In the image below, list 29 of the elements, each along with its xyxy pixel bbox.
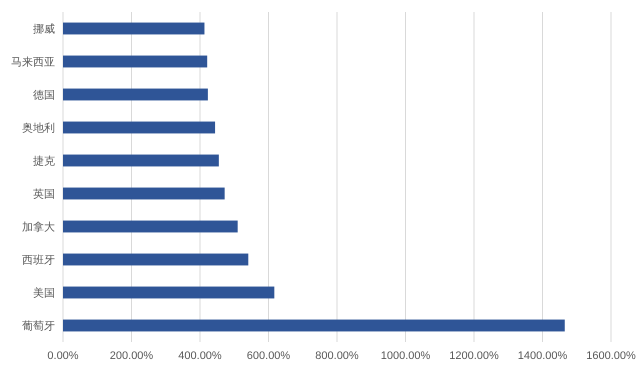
y-tick-label: 葡萄牙 (22, 320, 55, 332)
bar (63, 254, 248, 266)
y-tick-label: 挪威 (33, 22, 55, 36)
x-tick-label: 400.00% (178, 350, 222, 362)
bar (63, 220, 238, 232)
y-tick-label: 德国 (33, 90, 55, 102)
x-tick-label: 600.00% (246, 350, 290, 362)
y-tick-label: 捷克 (33, 154, 55, 168)
y-tick-label: 西班牙 (22, 254, 55, 266)
x-tick-label: 1600.00% (586, 350, 636, 362)
bar (63, 188, 225, 200)
bar (63, 286, 274, 298)
bar (63, 320, 565, 332)
x-tick-label: 0.00% (47, 350, 79, 362)
bar (63, 122, 216, 134)
x-tick-label: 1400.00% (518, 350, 568, 362)
y-tick-label: 美国 (33, 286, 55, 300)
y-tick-label: 英国 (33, 188, 55, 200)
bar (63, 56, 208, 68)
y-tick-label: 加拿大 (22, 220, 55, 234)
y-tick-label: 奥地利 (22, 122, 55, 134)
bar (63, 154, 219, 166)
y-tick-label: 马来西亚 (11, 56, 55, 68)
x-tick-label: 1200.00% (449, 350, 499, 362)
bar (63, 88, 208, 100)
bar (63, 22, 204, 34)
x-tick-label: 200.00% (110, 350, 154, 362)
x-tick-label: 1000.00% (380, 350, 430, 362)
x-tick-label: 800.00% (315, 350, 359, 362)
